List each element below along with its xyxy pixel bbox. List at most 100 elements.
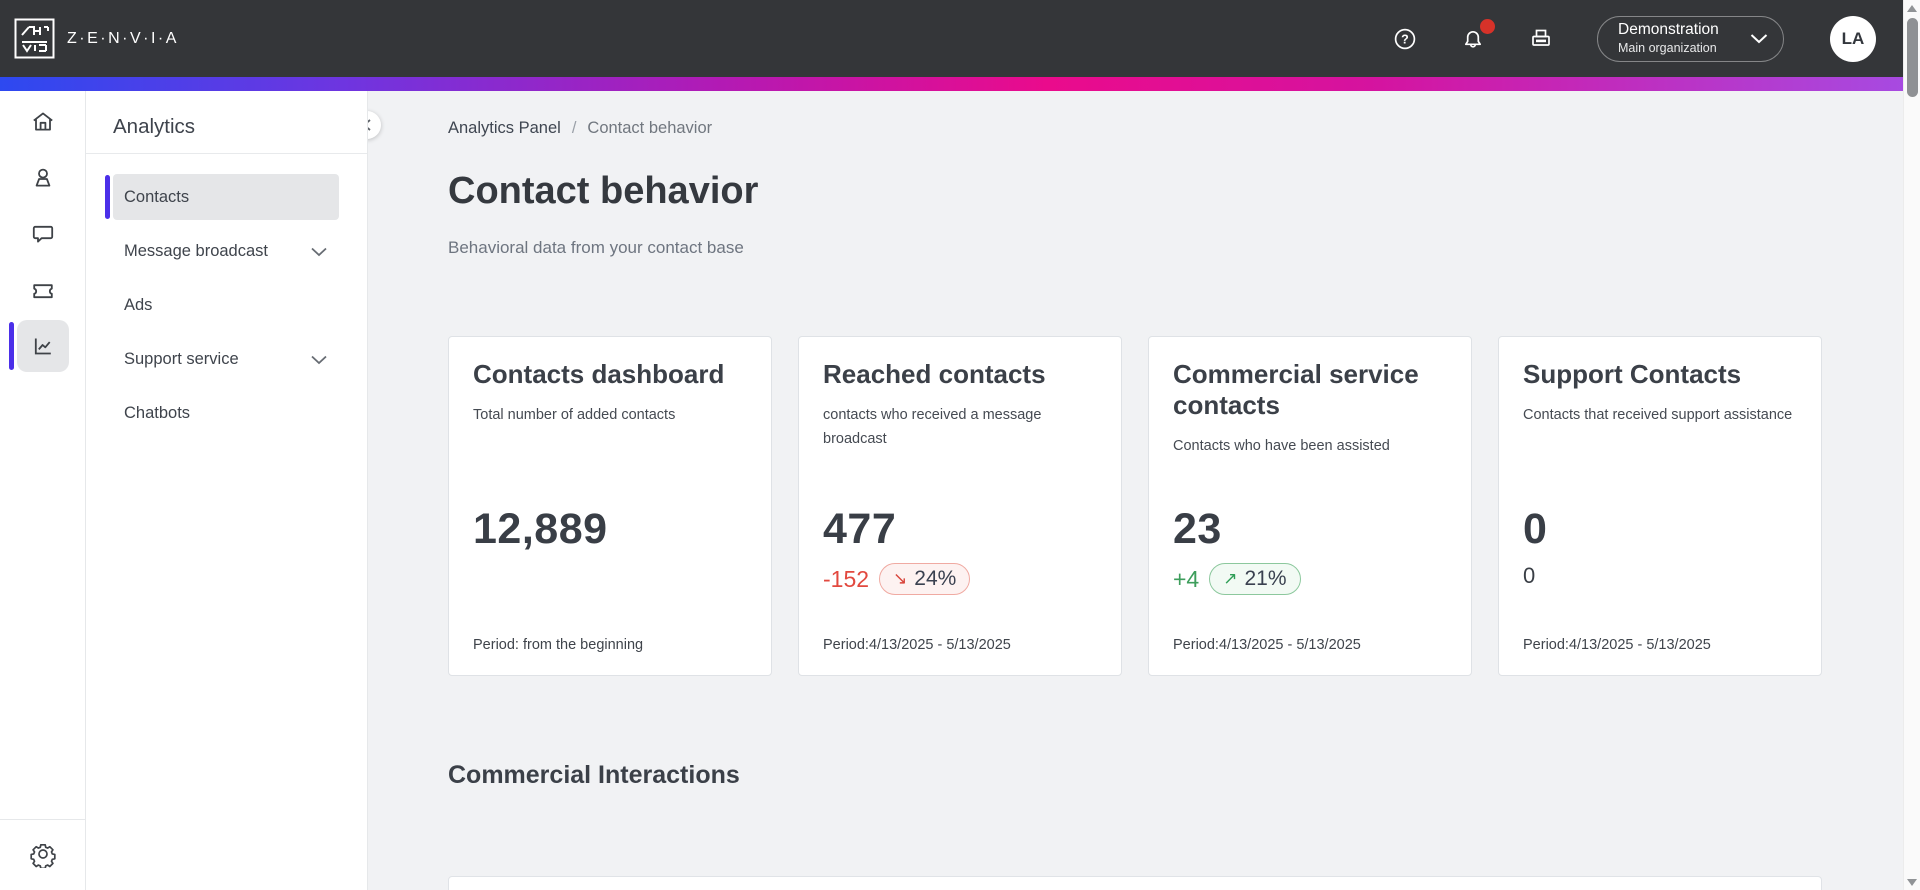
breadcrumb-separator: / <box>571 119 577 137</box>
sidebar-menu: Contacts Message broadcast Ads Support s… <box>86 174 367 436</box>
organization-name: Demonstration <box>1618 21 1719 39</box>
trend-badge-negative: ↘ 24% <box>879 563 971 595</box>
chat-bubble-icon <box>32 225 53 243</box>
zenvia-logo: Z·E·N·V·I·A <box>14 18 179 59</box>
main-content: Analytics Panel / Contact behavior Conta… <box>368 91 1903 890</box>
svg-text:?: ? <box>1401 32 1409 46</box>
chevron-left-icon <box>368 119 371 131</box>
card-value: 12,889 <box>473 505 608 553</box>
card-title: Reached contacts <box>823 359 1046 389</box>
scrollbar-thumb[interactable] <box>1907 18 1918 97</box>
analytics-chart-icon <box>34 338 51 355</box>
trend-up-arrow-icon: ↗ <box>1223 569 1238 588</box>
topbar: Z·E·N·V·I·A ? <box>0 0 1903 77</box>
sidebar-item-chatbots[interactable]: Chatbots <box>113 390 339 436</box>
section-title-commercial-interactions: Commercial Interactions <box>448 761 740 789</box>
zenvia-logo-mark-icon <box>14 18 55 59</box>
sidebar-item-label: Chatbots <box>124 403 191 422</box>
card-delta-row: -152 ↘ 24% <box>823 563 971 595</box>
organization-subtitle: Main organization <box>1618 41 1717 56</box>
rail-item-campaigns[interactable] <box>17 264 69 316</box>
notification-dot-badge <box>1480 18 1495 34</box>
card-period: Period:4/13/2025 - 5/13/2025 <box>1173 637 1361 653</box>
breadcrumb-current: Contact behavior <box>587 119 713 137</box>
printer-icon <box>1532 29 1550 46</box>
trend-percent: 24% <box>914 567 957 590</box>
user-avatar[interactable]: LA <box>1830 15 1876 62</box>
delta-value-negative: -152 <box>823 565 870 592</box>
trend-down-arrow-icon: ↘ <box>893 569 908 588</box>
card-description: Total number of added contacts <box>473 407 676 423</box>
sidebar-collapse-button[interactable] <box>368 111 381 139</box>
stat-cards-row: Contacts dashboard Total number of added… <box>448 336 1903 676</box>
sidebar-item-label: Contacts <box>124 187 190 206</box>
sidebar-item-support-service[interactable]: Support service <box>113 336 339 382</box>
contacts-person-icon <box>35 168 50 187</box>
sidebar-divider <box>86 153 367 154</box>
card-value: 23 <box>1173 505 1222 553</box>
card-description: Contacts who have been assisted <box>1173 438 1390 454</box>
organization-texts: Demonstration Main organization <box>1618 20 1719 56</box>
sidebar-item-message-broadcast[interactable]: Message broadcast <box>113 228 339 274</box>
rail-item-home[interactable] <box>17 96 69 148</box>
card-title: Support Contacts <box>1523 359 1742 389</box>
help-button[interactable]: ? <box>1391 25 1419 53</box>
rail-item-analytics[interactable] <box>8 320 69 372</box>
print-button[interactable] <box>1527 25 1555 53</box>
icon-rail <box>0 91 86 890</box>
chevron-down-icon <box>1750 33 1768 43</box>
rail-item-conversations[interactable] <box>17 208 69 260</box>
topbar-right-group: ? <box>1351 15 1876 62</box>
notifications-button[interactable] <box>1459 18 1495 53</box>
organization-switcher[interactable]: Demonstration Main organization <box>1597 15 1784 62</box>
sidebar-item-label: Support service <box>124 349 239 368</box>
stat-card-contacts-dashboard: Contacts dashboard Total number of added… <box>448 336 772 676</box>
notifications-bell-icon <box>1464 30 1482 48</box>
rail-bottom-section <box>0 819 86 890</box>
analytics-sidebar: Analytics Contacts Message broadcast Ads <box>86 91 368 890</box>
chevron-down-icon <box>311 355 327 365</box>
commercial-interactions-card-partial <box>448 876 1822 890</box>
breadcrumb-parent-link[interactable]: Analytics Panel <box>448 119 561 137</box>
home-icon <box>32 112 53 131</box>
help-icon: ? <box>1394 28 1416 49</box>
card-description: Contacts that received support assistanc… <box>1523 407 1793 423</box>
settings-gear-icon <box>29 843 56 868</box>
sidebar-item-label: Message broadcast <box>124 241 268 260</box>
delta-value-neutral: 0 <box>1523 563 1536 588</box>
card-delta-row: +4 ↗ 21% <box>1173 563 1301 595</box>
vertical-scrollbar[interactable] <box>1903 0 1920 890</box>
sidebar-item-label: Ads <box>124 295 153 314</box>
card-description: contacts who received a message broadcas… <box>823 407 1042 447</box>
page-subtitle: Behavioral data from your contact base <box>448 238 744 257</box>
brand-gradient-bar <box>0 77 1903 91</box>
card-value: 477 <box>823 505 897 553</box>
stat-card-support-contacts: Support Contacts Contacts that received … <box>1498 336 1822 676</box>
card-period: Period:4/13/2025 - 5/13/2025 <box>1523 637 1711 653</box>
rail-item-contacts[interactable] <box>17 152 69 204</box>
delta-value-positive: +4 <box>1173 565 1200 592</box>
stat-card-commercial-service-contacts: Commercial service contacts Contacts who… <box>1148 336 1472 676</box>
page-title: Contact behavior <box>448 170 759 212</box>
sidebar-title: Analytics <box>113 115 196 138</box>
scrollbar-down-arrow[interactable] <box>1907 879 1917 886</box>
card-delta-row: 0 <box>1523 563 1535 589</box>
stat-card-reached-contacts: Reached contacts contacts who received a… <box>798 336 1122 676</box>
card-title: Contacts dashboard <box>473 359 725 389</box>
rail-item-settings[interactable] <box>29 840 57 868</box>
card-period: Period: from the beginning <box>473 637 644 653</box>
trend-percent: 21% <box>1244 567 1287 590</box>
chevron-down-icon <box>311 247 327 257</box>
scrollbar-up-arrow[interactable] <box>1907 5 1917 12</box>
body-row: Analytics Contacts Message broadcast Ads <box>0 91 1903 890</box>
ticket-icon <box>32 284 53 299</box>
sidebar-item-contacts[interactable]: Contacts <box>105 174 339 220</box>
breadcrumb: Analytics Panel / Contact behavior <box>448 119 1903 138</box>
card-value: 0 <box>1523 505 1548 553</box>
trend-badge-positive: ↗ 21% <box>1209 563 1301 595</box>
card-title: Commercial service contacts <box>1173 359 1419 420</box>
sidebar-item-ads[interactable]: Ads <box>113 282 339 328</box>
zenvia-logo-text: Z·E·N·V·I·A <box>67 29 179 47</box>
